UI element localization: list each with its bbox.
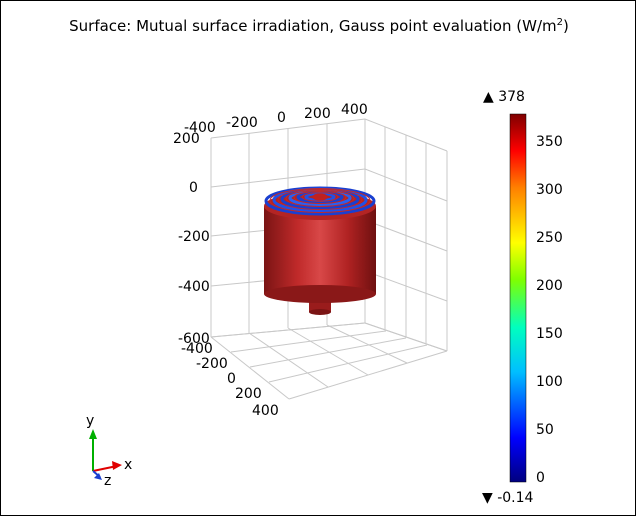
x-axis-tick-label: 400 bbox=[341, 102, 368, 118]
title-unit-exponent: 2 bbox=[556, 17, 563, 28]
z-axis-tick-label: -400 bbox=[178, 279, 210, 295]
z-axis-tick-label: 200 bbox=[173, 131, 200, 147]
side-wall-grid bbox=[364, 118, 448, 352]
colorbar-tick-label: 50 bbox=[536, 422, 554, 438]
x-axis-tick-label: -400 bbox=[184, 120, 216, 136]
z-axis-tick-label: 0 bbox=[189, 180, 198, 196]
x-axis-tick-label: 0 bbox=[277, 110, 286, 126]
floor-grid bbox=[210, 322, 448, 400]
y-axis-tick-label: 200 bbox=[235, 386, 262, 402]
colorbar-tick-label: 100 bbox=[536, 374, 563, 390]
cylinder-model[interactable] bbox=[264, 186, 376, 315]
y-axis-tick-label: 0 bbox=[227, 371, 236, 387]
triad-x-label: x bbox=[124, 457, 132, 473]
y-axis-tick-label: -400 bbox=[181, 341, 213, 357]
axis-triad: y x z bbox=[86, 413, 132, 489]
colorbar-max-label: ▲ 378 bbox=[483, 89, 525, 105]
plot-title-end: ) bbox=[563, 17, 569, 35]
y-axis-tick-label: -200 bbox=[196, 356, 228, 372]
colorbar bbox=[509, 113, 527, 483]
plot-title-text: Surface: Mutual surface irradiation, Gau… bbox=[69, 17, 557, 35]
colorbar-tick-label: 0 bbox=[536, 470, 545, 486]
colorbar-min-label: ▼ -0.14 bbox=[482, 490, 534, 506]
x-axis-tick-label: -200 bbox=[226, 115, 258, 131]
colorbar-tick-label: 300 bbox=[536, 182, 563, 198]
colorbar-tick-label: 250 bbox=[536, 230, 563, 246]
y-axis-tick-label: 400 bbox=[252, 403, 279, 419]
colorbar-tick-label: 350 bbox=[536, 134, 563, 150]
triad-z-label: z bbox=[104, 473, 111, 489]
z-axis-tick-label: -600 bbox=[178, 331, 210, 347]
colorbar-tick-label: 150 bbox=[536, 326, 563, 342]
z-axis-tick-label: -200 bbox=[178, 229, 210, 245]
triad-y-label: y bbox=[86, 413, 94, 429]
plot-title: Surface: Mutual surface irradiation, Gau… bbox=[1, 17, 635, 35]
colorbar-tick-label: 200 bbox=[536, 278, 563, 294]
x-axis-tick-label: 200 bbox=[304, 106, 331, 122]
coil-gaps bbox=[269, 188, 371, 213]
